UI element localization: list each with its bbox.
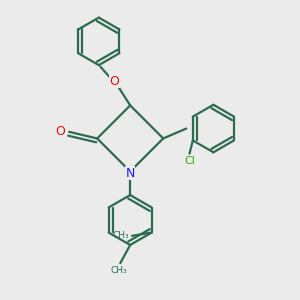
Text: Cl: Cl [184, 156, 195, 166]
Text: O: O [55, 125, 65, 138]
Text: CH₃: CH₃ [110, 266, 127, 275]
Text: O: O [110, 75, 120, 88]
Text: N: N [125, 167, 135, 180]
Text: CH₃: CH₃ [112, 231, 129, 240]
